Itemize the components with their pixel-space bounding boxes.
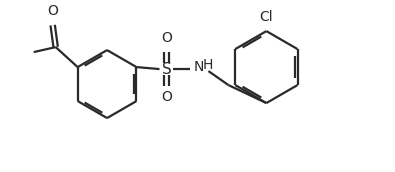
Text: H: H	[202, 58, 213, 72]
Text: Cl: Cl	[260, 10, 273, 24]
Text: O: O	[161, 31, 172, 45]
Text: S: S	[162, 62, 171, 77]
Text: O: O	[47, 4, 58, 18]
Text: O: O	[161, 90, 172, 104]
Text: N: N	[193, 60, 204, 74]
